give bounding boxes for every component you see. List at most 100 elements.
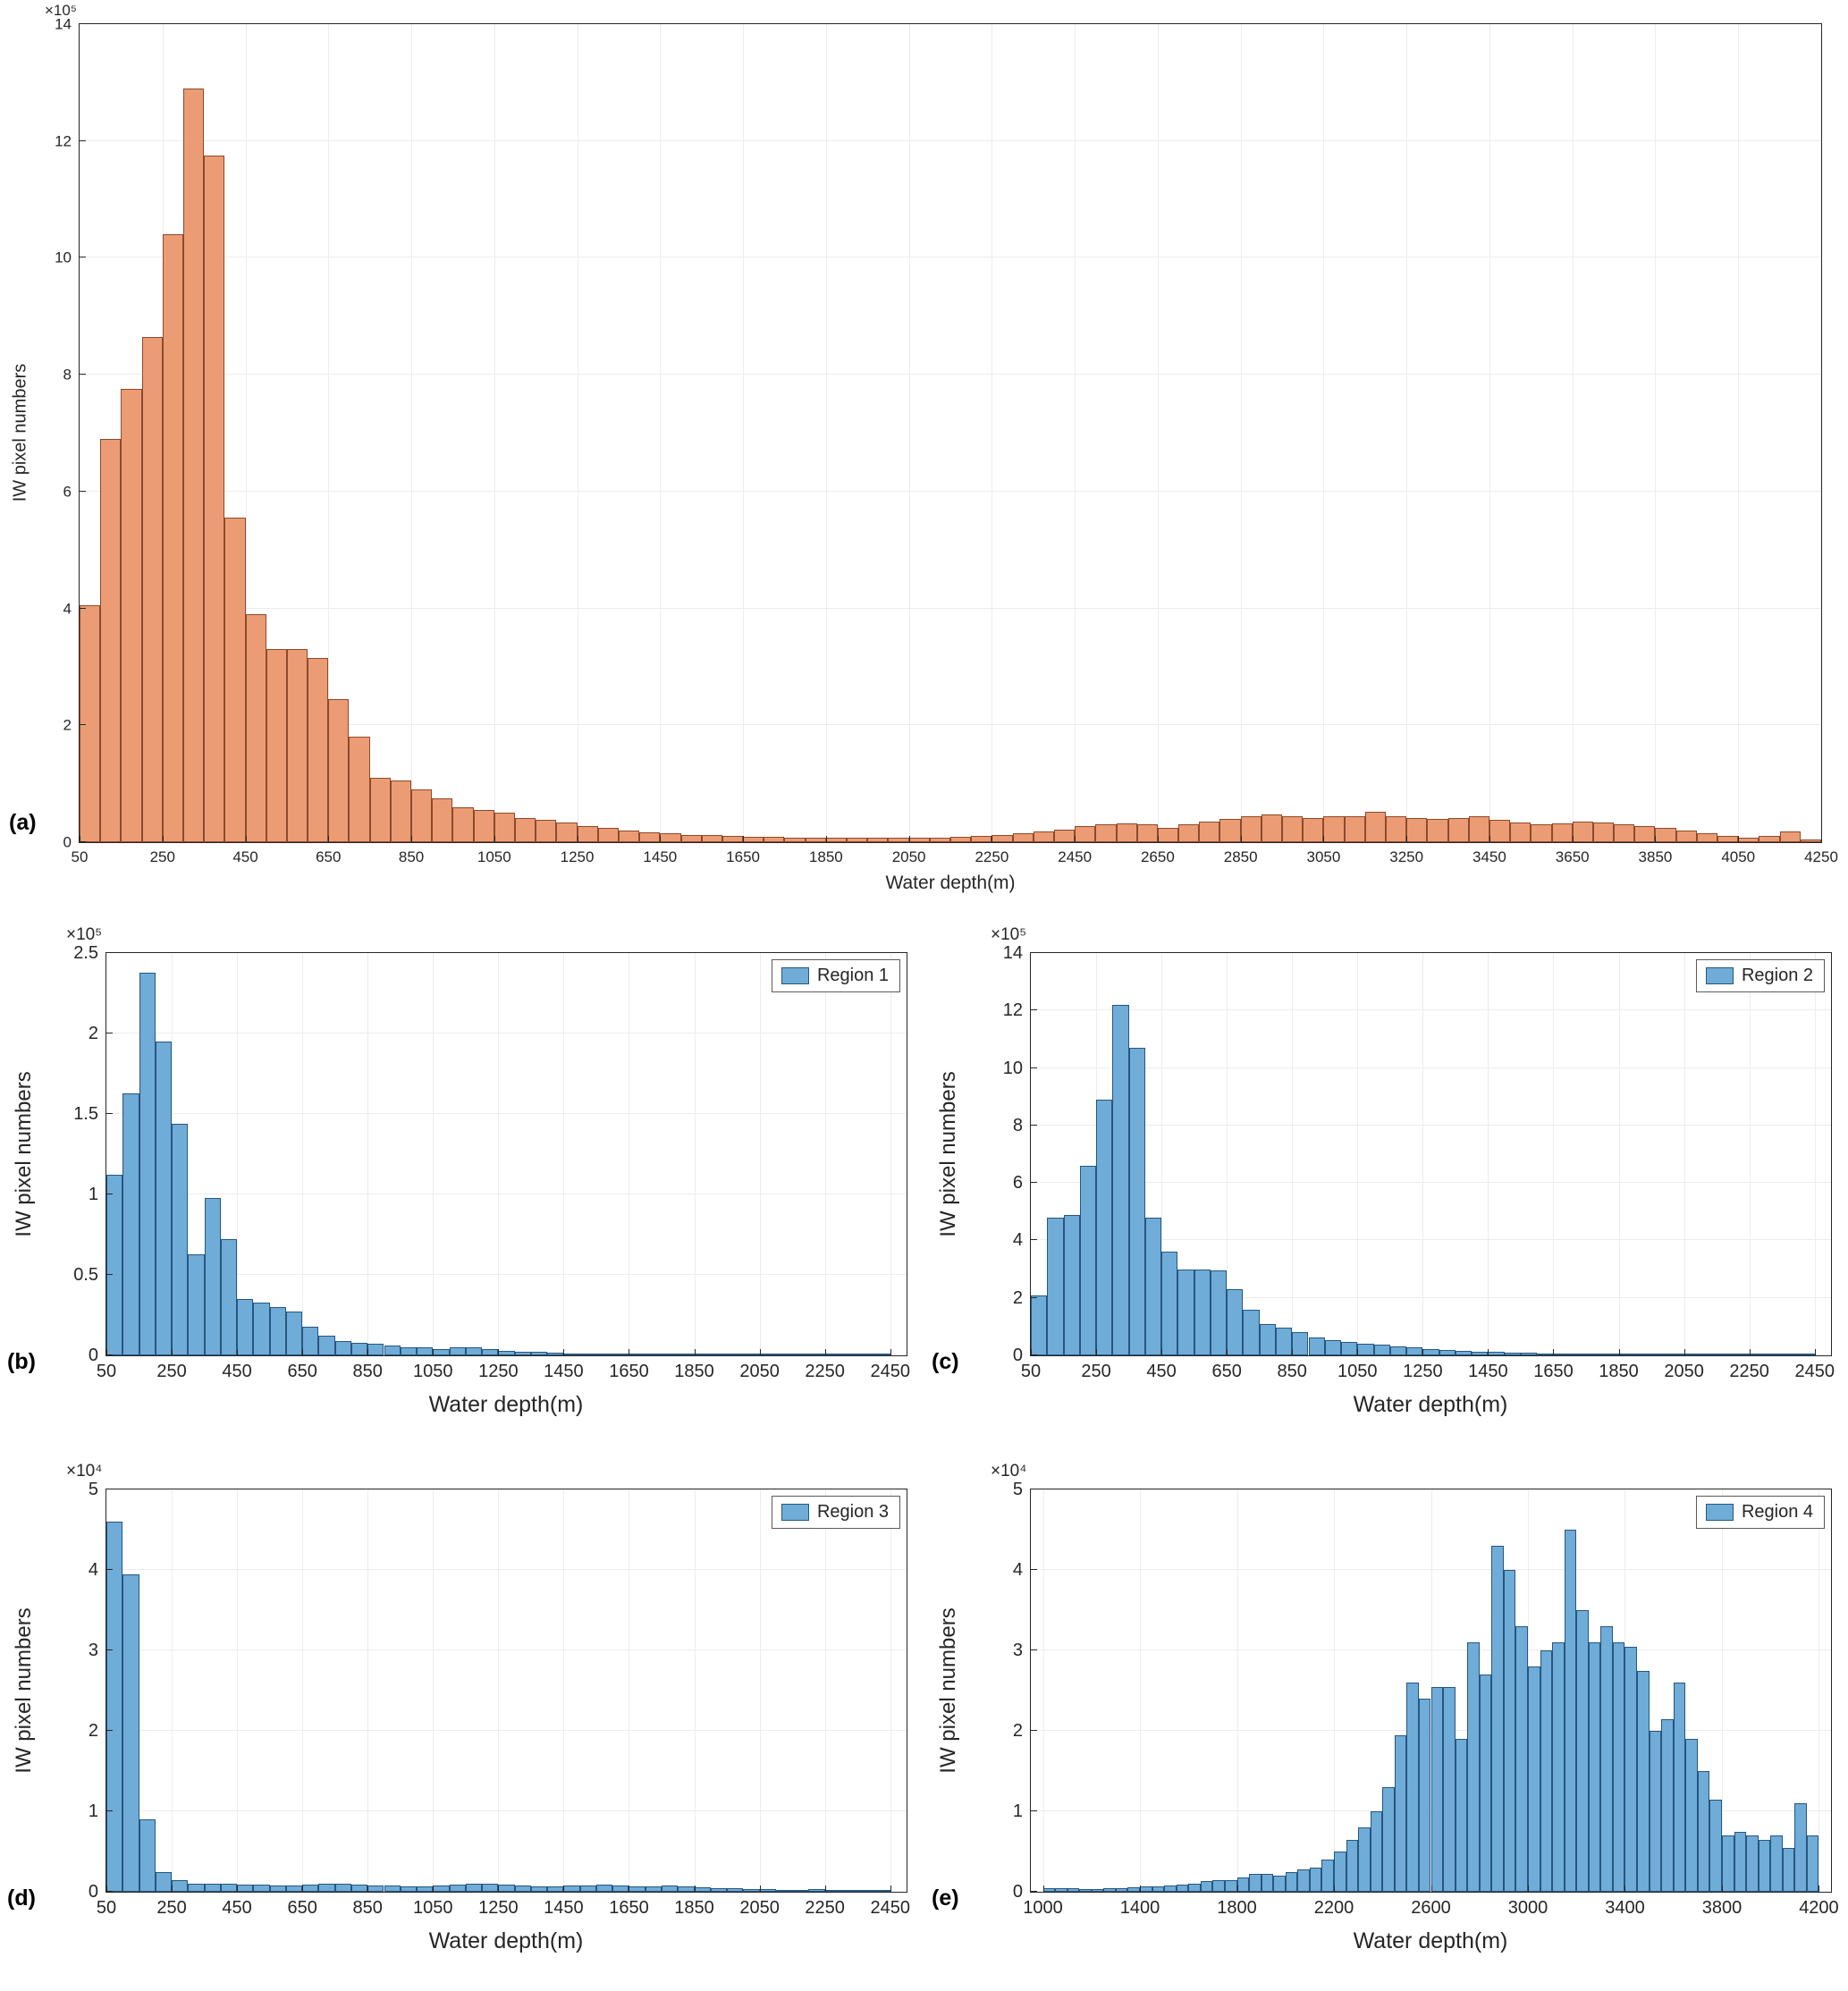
histogram-bar	[1346, 1839, 1359, 1892]
histogram-bar	[1602, 1354, 1619, 1355]
histogram-bar	[1144, 1217, 1162, 1355]
histogram-bar	[1212, 1879, 1225, 1892]
gridline-vertical	[328, 24, 330, 842]
histogram-bar	[1224, 1879, 1237, 1892]
histogram-bar	[1285, 1871, 1298, 1892]
gridline-horizontal	[80, 724, 1821, 726]
histogram-bar	[1152, 1886, 1165, 1892]
gridline-vertical	[1572, 24, 1574, 842]
y-axis-label: IW pixel numbers	[936, 1071, 960, 1237]
histogram-bar	[1651, 1354, 1668, 1355]
histogram-bar	[710, 1887, 728, 1892]
histogram-bar	[1455, 1351, 1472, 1355]
histogram-bar	[1075, 825, 1096, 842]
histogram-bar	[579, 1354, 596, 1355]
y-tick-label: 4	[1012, 1230, 1023, 1251]
histogram-bar	[384, 1885, 401, 1892]
histogram-bar	[188, 1884, 205, 1892]
legend-swatch	[781, 1504, 809, 1521]
histogram-bar	[1667, 1354, 1684, 1355]
gridline-horizontal	[106, 1810, 907, 1811]
gridline-horizontal	[80, 374, 1821, 375]
x-tick-mark	[106, 1349, 107, 1355]
y-tick-mark	[1031, 1810, 1037, 1811]
histogram-bar	[204, 156, 225, 842]
histogram-bar	[888, 838, 909, 842]
histogram-bar	[245, 614, 266, 842]
x-tick-label: 1650	[609, 1362, 649, 1381]
histogram-bar	[1527, 1666, 1540, 1892]
y-tick-mark	[80, 490, 86, 492]
x-tick-mark	[563, 1349, 565, 1355]
y-tick-label: 5	[1012, 1480, 1023, 1499]
histogram-bar	[328, 698, 350, 842]
gridline-vertical	[1814, 953, 1816, 1355]
histogram-bar	[1177, 1269, 1194, 1355]
histogram-bar	[1227, 1289, 1244, 1355]
y-tick-mark	[80, 139, 86, 141]
histogram-bar	[1067, 1888, 1080, 1892]
legend-swatch	[1705, 967, 1734, 984]
gridline-vertical	[743, 24, 745, 842]
y-tick-label: 0.5	[73, 1265, 98, 1285]
histogram-bar	[824, 1354, 841, 1355]
y-tick-label: 0	[88, 1346, 98, 1365]
histogram-bar	[162, 234, 183, 842]
histogram-bar	[1770, 1835, 1783, 1892]
y-tick-label: 4	[1012, 1560, 1023, 1580]
histogram-bar	[285, 1312, 303, 1355]
gridline-vertical	[411, 24, 413, 842]
gridline-vertical	[1406, 24, 1408, 842]
histogram-bar	[629, 1354, 646, 1355]
gridline-vertical	[890, 953, 891, 1355]
gridline-vertical	[1161, 953, 1163, 1355]
histogram-bar	[764, 837, 785, 842]
y-axis-exponent-label: ×10⁵	[66, 925, 103, 944]
x-tick-mark	[1227, 1349, 1228, 1355]
histogram-bar	[1455, 1739, 1468, 1892]
y-tick-label: 3	[1012, 1641, 1023, 1660]
x-tick-label: 850	[398, 848, 425, 865]
histogram-bar	[367, 1344, 384, 1355]
y-axis-exponent-label: ×10⁴	[991, 1462, 1027, 1481]
histogram-bar	[1297, 1869, 1310, 1892]
x-tick-label: 4200	[1799, 1898, 1839, 1918]
y-axis-label: IW pixel numbers	[12, 1607, 36, 1774]
histogram-bar	[579, 1885, 596, 1892]
x-tick-mark	[367, 1886, 369, 1892]
histogram-bar	[1468, 816, 1489, 842]
histogram-bar	[220, 1884, 238, 1892]
histogram-bar	[1700, 1354, 1717, 1355]
histogram-bar	[1537, 1353, 1554, 1355]
gridline-vertical	[1240, 24, 1242, 842]
histogram-bar	[867, 838, 889, 842]
x-axis-label: Water depth(m)	[1353, 1392, 1508, 1417]
x-tick-label: 450	[222, 1362, 252, 1381]
x-tick-label: 2250	[805, 1362, 845, 1381]
x-tick-mark	[1236, 1886, 1238, 1892]
x-tick-label: 2450	[870, 1362, 910, 1381]
histogram-bar	[824, 1890, 841, 1892]
y-tick-mark	[1031, 1649, 1037, 1650]
legend-label: Region 3	[816, 1502, 889, 1522]
plot-area-b: 0 0.5 1 1.5 2 2.5 50 250 450 650 850 1050 1250 1450 16…	[73, 944, 910, 1381]
x-tick-mark	[694, 1886, 696, 1892]
histogram-bar	[106, 1522, 123, 1892]
legend-swatch	[1705, 1504, 1734, 1521]
histogram-bar	[1551, 823, 1573, 842]
histogram-bar	[1357, 1343, 1374, 1355]
histogram-bar	[1806, 1835, 1819, 1892]
histogram-bar	[1373, 1345, 1390, 1355]
histogram-bar	[929, 837, 950, 842]
gridline-horizontal	[80, 607, 1821, 609]
histogram-bar	[1406, 1347, 1423, 1355]
histogram-bar	[417, 1886, 434, 1892]
x-tick-label: 1400	[1119, 1898, 1160, 1918]
histogram-bar	[350, 1342, 368, 1355]
x-tick-label: 1050	[477, 848, 511, 865]
histogram-bar	[465, 1884, 483, 1892]
histogram-bar	[432, 797, 453, 842]
histogram-bar	[784, 837, 806, 842]
histogram-bar	[334, 1340, 351, 1355]
histogram-bar	[1721, 1835, 1734, 1892]
